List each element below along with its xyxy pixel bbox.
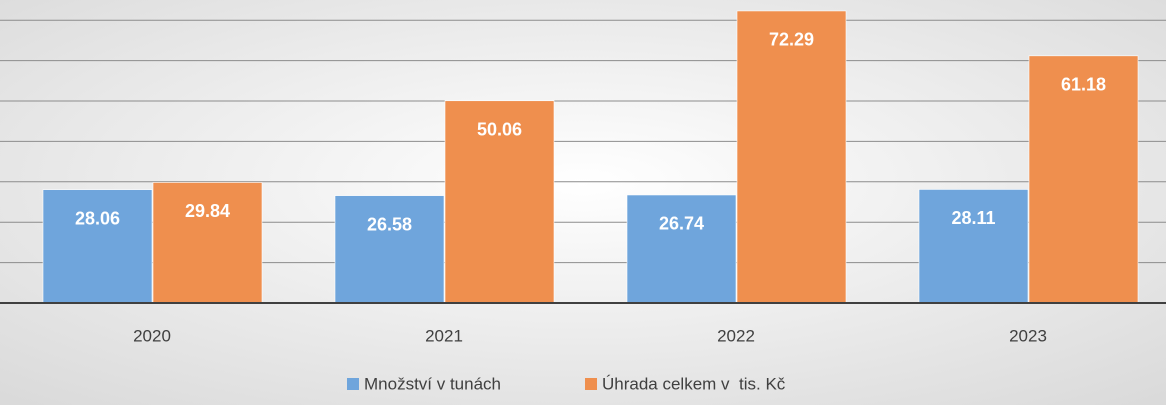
x-tick-label: 2022 [717, 326, 755, 345]
data-label: 28.06 [75, 208, 120, 228]
bar [736, 10, 847, 304]
legend-label: Úhrada celkem v tis. Kč [602, 374, 786, 393]
data-label: 72.29 [769, 30, 814, 50]
data-label: 26.58 [367, 214, 412, 234]
legend-label: Množství v tunách [364, 374, 501, 393]
bar [626, 194, 737, 304]
x-tick-label: 2021 [425, 326, 463, 345]
legend-swatch [347, 378, 359, 390]
data-label: 29.84 [185, 201, 230, 221]
legend-swatch [585, 378, 597, 390]
x-tick-label: 2020 [133, 326, 171, 345]
bar [152, 182, 263, 304]
x-tick-label: 2023 [1009, 326, 1047, 345]
bar [42, 189, 153, 304]
bar [444, 100, 555, 304]
data-label: 26.74 [659, 214, 704, 234]
bar [334, 195, 445, 304]
data-label: 28.11 [951, 208, 995, 228]
data-label: 61.18 [1061, 75, 1106, 95]
data-label: 50.06 [477, 120, 522, 140]
bar [918, 189, 1029, 304]
